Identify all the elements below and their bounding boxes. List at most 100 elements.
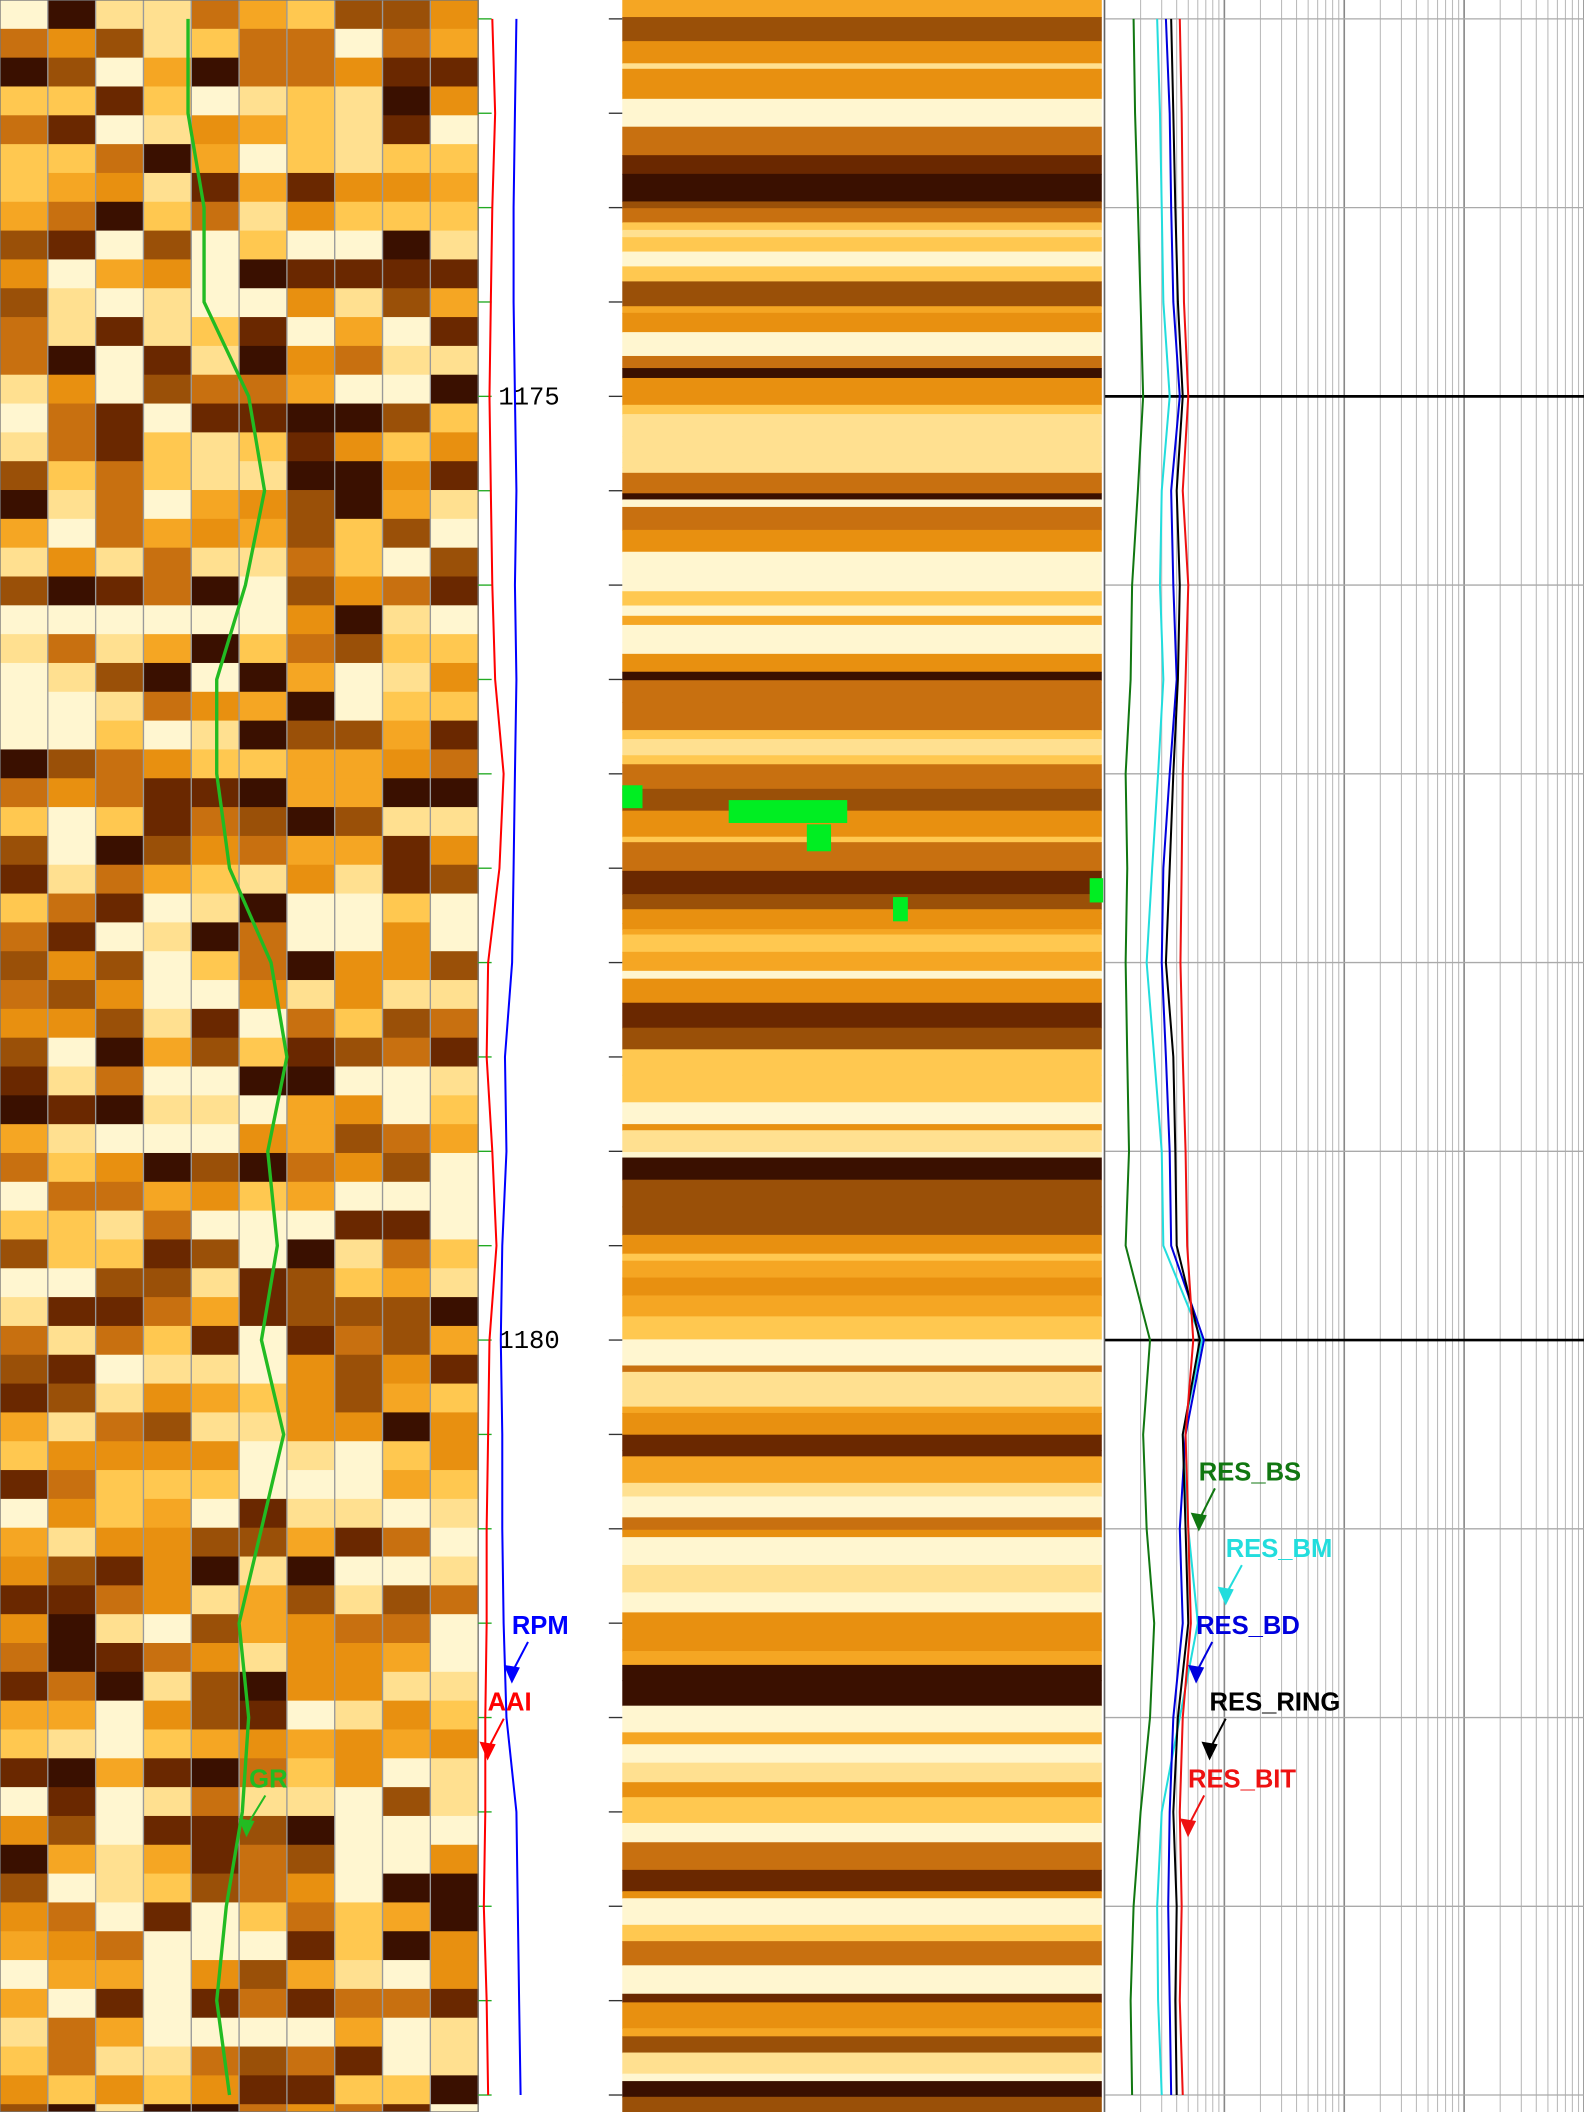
image-cell xyxy=(95,1412,145,1443)
image-cell xyxy=(47,749,97,780)
image-cell xyxy=(382,1671,432,1702)
image-cell xyxy=(286,144,336,174)
image-cell xyxy=(0,172,49,203)
image-band xyxy=(622,266,1102,283)
image-cell xyxy=(95,1441,145,1471)
image-cell xyxy=(143,2046,192,2077)
image-cell xyxy=(286,1268,336,1298)
image-cell xyxy=(430,201,479,232)
image-cell xyxy=(47,1354,97,1385)
image-cell xyxy=(430,1268,479,1298)
image-cell xyxy=(191,547,240,578)
image-cell xyxy=(430,1239,479,1270)
image-band xyxy=(622,63,1102,70)
image-cell xyxy=(47,1470,97,1500)
image-cell xyxy=(143,201,192,232)
image-cell xyxy=(143,1037,192,1068)
image-cell xyxy=(191,432,240,462)
image-cell xyxy=(286,951,336,981)
image-cell xyxy=(191,1066,240,1097)
image-band xyxy=(622,1316,1102,1341)
image-cell xyxy=(382,1124,432,1154)
image-cell xyxy=(0,1642,49,1673)
image-cell xyxy=(143,1729,192,1760)
image-cell xyxy=(95,490,145,520)
image-cell xyxy=(95,1844,145,1875)
image-cell xyxy=(286,778,336,808)
image-cell xyxy=(430,576,479,607)
image-cell xyxy=(191,374,240,405)
image-band xyxy=(622,923,1102,930)
image-cell xyxy=(430,1988,479,2019)
image-cell xyxy=(286,1787,336,1817)
image-cell xyxy=(47,1066,97,1097)
image-cell xyxy=(430,1787,479,1817)
image-cell xyxy=(0,1037,49,1068)
image-cell xyxy=(47,1498,97,1529)
image-band xyxy=(622,624,1102,655)
image-cell xyxy=(143,1152,192,1183)
image-cell xyxy=(286,1873,336,1904)
image-cell xyxy=(191,1412,240,1443)
image-cell xyxy=(47,720,97,751)
image-cell xyxy=(334,1556,384,1587)
image-cell xyxy=(0,1902,49,1933)
image-cell xyxy=(143,1441,192,1471)
image-cell xyxy=(334,605,384,635)
image-cell xyxy=(430,1556,479,1587)
image-band xyxy=(622,1517,1102,1531)
flag xyxy=(1089,878,1104,903)
image-cell xyxy=(286,547,336,578)
image-cell xyxy=(47,1152,97,1183)
image-band xyxy=(622,1234,1102,1255)
image-cell xyxy=(143,778,192,808)
image-cell xyxy=(47,1181,97,1212)
image-cell xyxy=(143,1181,192,1212)
image-cell xyxy=(0,1556,49,1587)
image-cell xyxy=(0,1585,49,1615)
image-cell xyxy=(382,1181,432,1212)
image-cell xyxy=(334,1124,384,1154)
image-cell xyxy=(430,1210,479,1241)
image-band xyxy=(622,1496,1102,1519)
image-cell xyxy=(286,259,336,290)
image-cell xyxy=(430,1700,479,1731)
image-cell xyxy=(191,403,240,434)
image-band xyxy=(622,472,1102,494)
image-cell xyxy=(382,922,432,953)
image-cell xyxy=(239,86,288,117)
image-cell xyxy=(382,1297,432,1327)
image-cell xyxy=(382,518,432,549)
image-cell xyxy=(286,1988,336,2019)
image-cell xyxy=(47,835,97,866)
image-cell xyxy=(286,807,336,837)
image-cell xyxy=(382,547,432,578)
image-cell xyxy=(47,1095,97,1125)
image-cell xyxy=(191,1787,240,1817)
image-cell xyxy=(191,1124,240,1154)
image-cell xyxy=(239,634,288,664)
image-cell xyxy=(0,1614,49,1644)
image-cell xyxy=(95,1210,145,1241)
image-cell xyxy=(0,1470,49,1500)
image-cell xyxy=(191,115,240,145)
image-band xyxy=(622,1651,1102,1666)
image-cell xyxy=(0,1095,49,1125)
image-cell xyxy=(191,576,240,607)
image-cell xyxy=(430,893,479,924)
image-cell xyxy=(47,1239,97,1270)
image-band xyxy=(622,551,1102,581)
image-cell xyxy=(191,893,240,924)
image-cell xyxy=(0,1729,49,1760)
image-cell xyxy=(286,518,336,549)
image-band xyxy=(622,467,1102,474)
image-cell xyxy=(0,576,49,607)
image-cell xyxy=(143,980,192,1010)
image-cell xyxy=(382,288,432,318)
image-cell xyxy=(334,576,384,607)
image-cell xyxy=(191,2075,240,2105)
image-cell xyxy=(382,201,432,232)
image-cell xyxy=(191,0,240,30)
image-cell xyxy=(143,172,192,203)
image-cell xyxy=(239,201,288,232)
